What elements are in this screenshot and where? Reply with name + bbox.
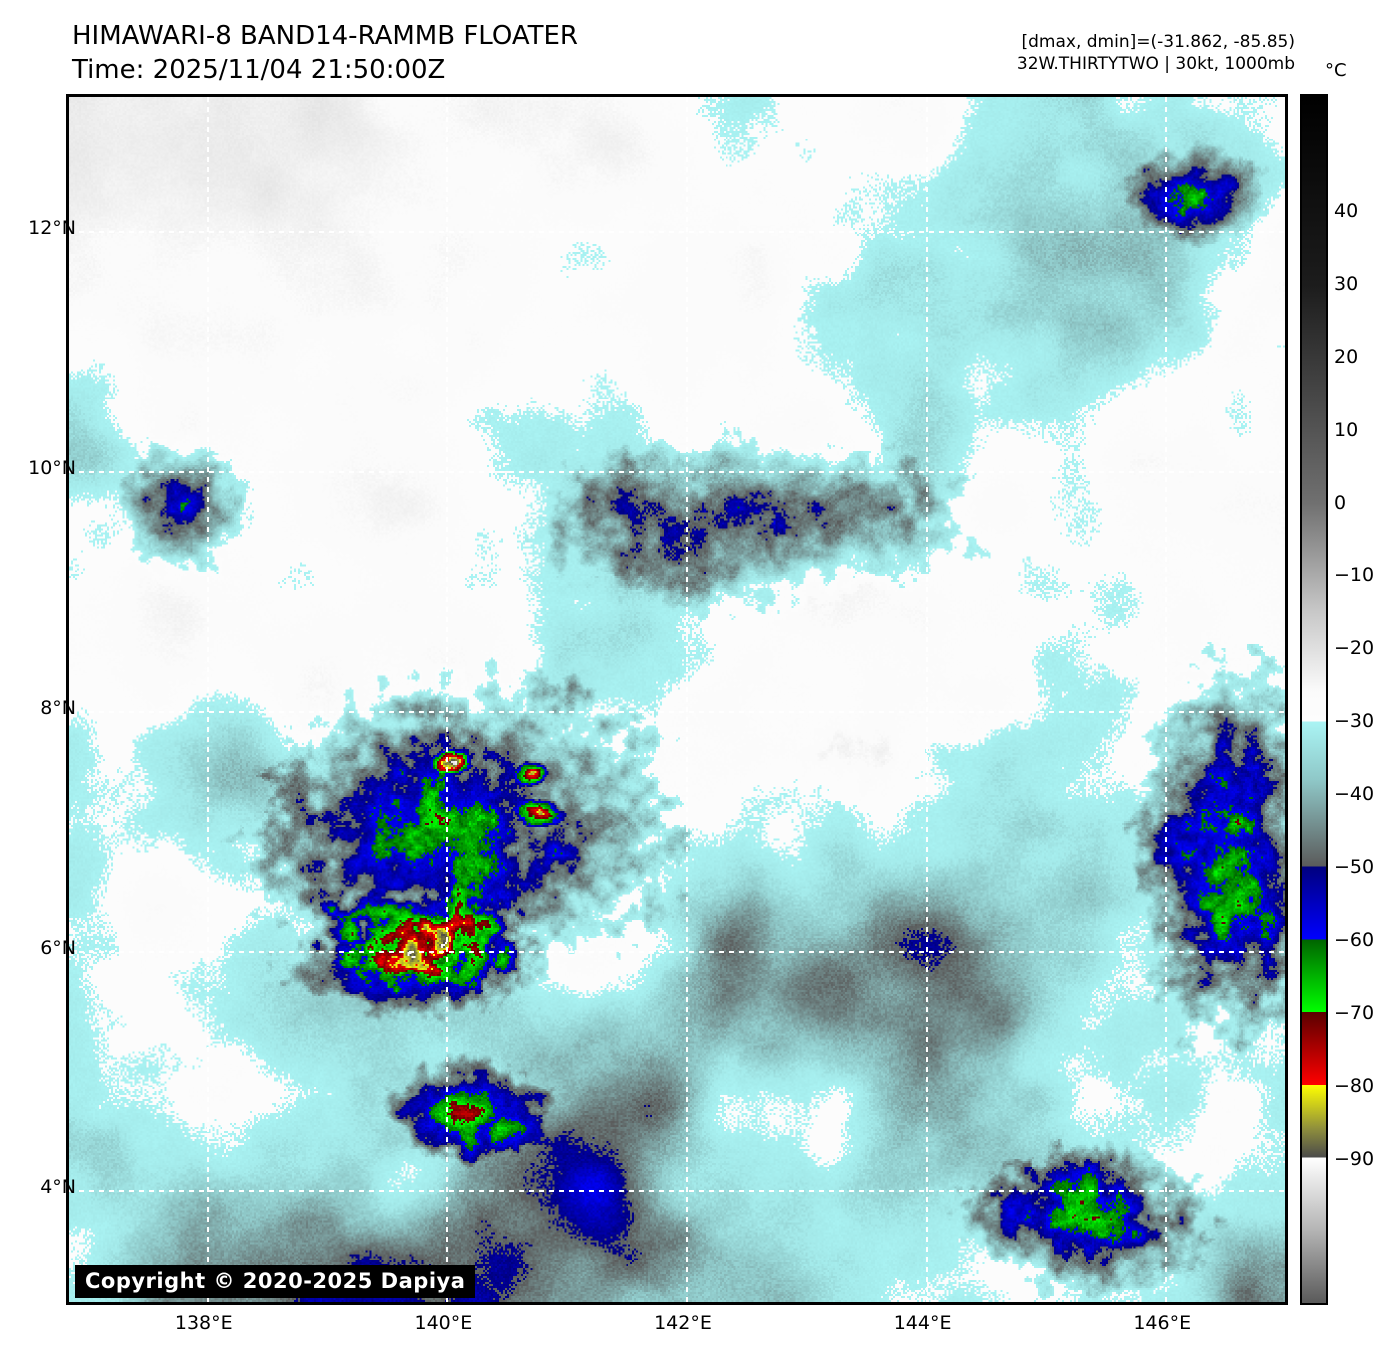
colorbar-tick--10: −10	[1334, 564, 1375, 587]
metadata-block: [dmax, dmin]=(-31.862, -85.85) 32W.THIRT…	[1017, 31, 1295, 75]
colorbar-tick--90: −90	[1334, 1148, 1375, 1171]
temperature-colorbar	[1300, 94, 1328, 1305]
product-title: HIMAWARI-8 BAND14-RAMMB FLOATER	[72, 21, 578, 51]
page-title: HIMAWARI-8 BAND14-RAMMB FLOATER Time: 20…	[72, 20, 578, 88]
colorbar-gradient	[1302, 96, 1326, 1303]
colorbar-tick--60: −60	[1334, 929, 1375, 952]
copyright-watermark: Copyright © 2020-2025 Dapiya	[75, 1265, 476, 1298]
colorbar-tick--50: −50	[1334, 856, 1375, 879]
colorbar-tick--40: −40	[1334, 783, 1375, 806]
colorbar-tick--20: −20	[1334, 637, 1375, 660]
lon-tick-label-144: 144°E	[893, 1312, 952, 1334]
colorbar-tick-10: 10	[1334, 418, 1359, 441]
storm-info-label: 32W.THIRTYTWO | 30kt, 1000mb	[1016, 54, 1295, 75]
colorbar-tick--80: −80	[1334, 1075, 1375, 1098]
lat-tick-label-12: 12°N	[28, 217, 76, 240]
colorbar-unit-label: °C	[1325, 60, 1347, 81]
lat-tick-label-4: 4°N	[40, 1176, 76, 1199]
lat-tick-label-8: 8°N	[40, 696, 76, 719]
dmax-dmin-label: [dmax, dmin]=(-31.862, -85.85)	[1021, 32, 1296, 52]
lon-tick-label-138: 138°E	[174, 1312, 233, 1334]
colorbar-tick-30: 30	[1334, 272, 1359, 295]
colorbar-tick-0: 0	[1334, 491, 1347, 514]
lat-tick-label-10: 10°N	[28, 457, 76, 480]
satellite-image-plot[interactable]: Copyright © 2020-2025 Dapiya	[66, 94, 1288, 1305]
colorbar-tick--30: −30	[1334, 710, 1375, 733]
satellite-imagery-canvas	[69, 97, 1285, 1302]
colorbar-tick-20: 20	[1334, 345, 1359, 368]
colorbar-tick-40: 40	[1334, 199, 1359, 222]
lon-tick-label-146: 146°E	[1133, 1312, 1192, 1334]
lon-tick-label-140: 140°E	[414, 1312, 473, 1334]
colorbar-tick--70: −70	[1334, 1002, 1375, 1025]
lat-tick-label-6: 6°N	[40, 936, 76, 959]
lon-tick-label-142: 142°E	[654, 1312, 712, 1334]
timestamp: Time: 2025/11/04 21:50:00Z	[72, 54, 446, 85]
